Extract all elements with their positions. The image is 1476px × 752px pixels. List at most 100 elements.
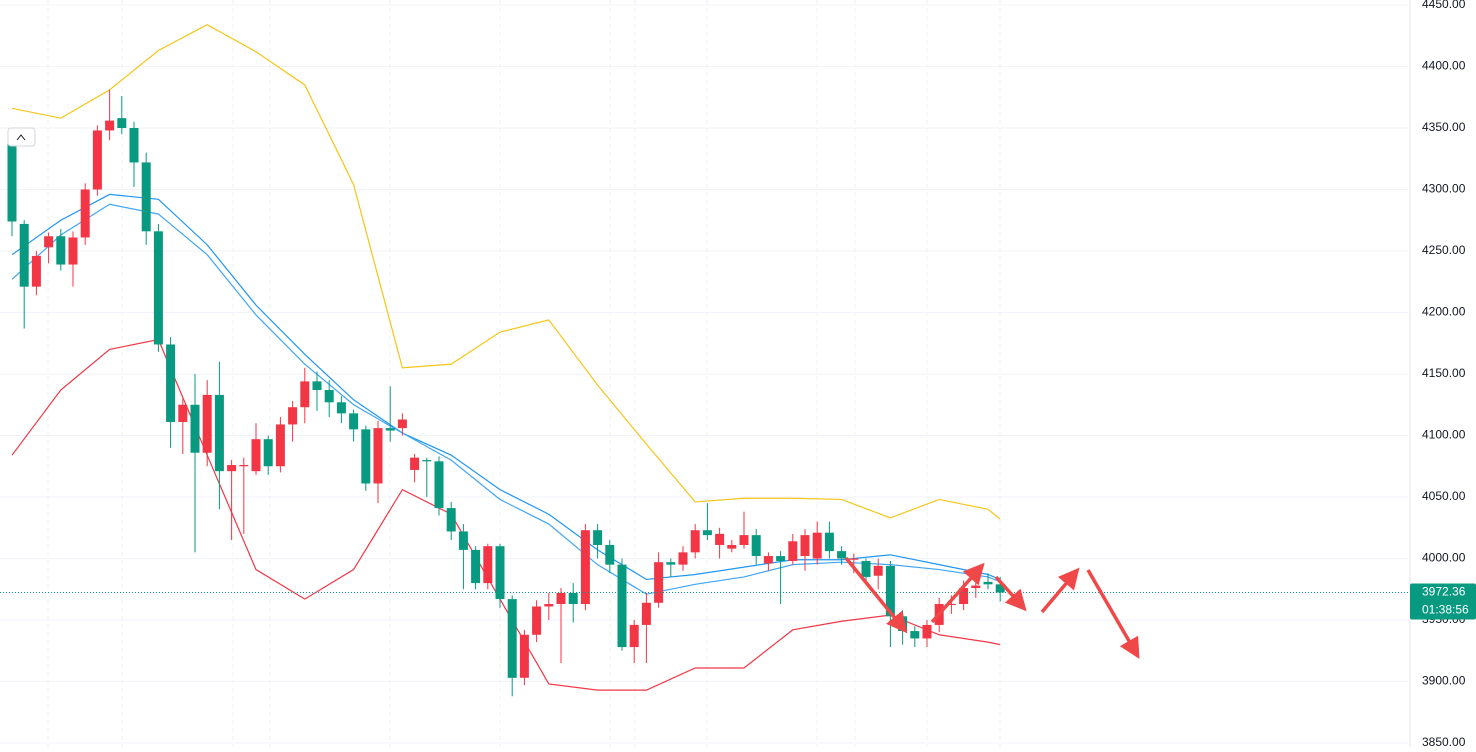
- candle-body: [312, 381, 322, 390]
- candle-body: [812, 532, 822, 559]
- candle-body: [532, 606, 542, 635]
- candle-body: [544, 604, 554, 607]
- candle-body: [849, 558, 859, 560]
- candle-body: [946, 604, 956, 606]
- y-tick-label: 4100.00: [1422, 428, 1466, 442]
- candle-body: [19, 223, 29, 287]
- y-tick-label: 4400.00: [1422, 59, 1466, 73]
- candle-body: [68, 237, 78, 265]
- candle-body: [824, 532, 834, 552]
- candle-body: [861, 560, 871, 577]
- candle-body: [214, 394, 224, 472]
- candle-body: [471, 549, 481, 584]
- candle-body: [788, 541, 798, 561]
- candle-body: [44, 236, 54, 248]
- candle-body: [873, 565, 883, 576]
- candle-body: [580, 530, 590, 605]
- last-price-box: [1410, 583, 1476, 620]
- candle-body: [715, 533, 725, 545]
- candle-body: [666, 562, 676, 565]
- candle-body: [629, 624, 639, 648]
- candle-body: [702, 530, 712, 536]
- candle-body: [190, 404, 200, 453]
- candle-body: [422, 460, 432, 462]
- candle-body: [568, 592, 578, 605]
- candle-body: [617, 564, 627, 648]
- drawn-arrows: [844, 556, 1140, 660]
- y-tick-label: 4000.00: [1422, 551, 1466, 565]
- candle-body: [800, 535, 810, 557]
- candle-body: [153, 231, 163, 345]
- candle-body: [263, 439, 273, 467]
- candle-body: [739, 535, 749, 545]
- y-tick-label: 4350.00: [1422, 120, 1466, 134]
- candle-body: [434, 461, 444, 509]
- candle-body: [995, 584, 1005, 593]
- indicator-line: [11, 338, 1001, 691]
- candle-body: [178, 404, 188, 422]
- y-tick-label: 4300.00: [1422, 182, 1466, 196]
- y-tick-label: 3850.00: [1422, 735, 1466, 747]
- candle-body: [373, 428, 383, 484]
- candle-body: [678, 552, 688, 565]
- candle-body: [239, 465, 249, 467]
- candle-body: [7, 140, 17, 222]
- y-tick-label: 3900.00: [1422, 674, 1466, 688]
- y-tick-label: 4250.00: [1422, 243, 1466, 257]
- candle-body: [922, 624, 932, 639]
- candle-body: [361, 429, 371, 484]
- indicator-line: [11, 23, 1001, 520]
- candle-body: [483, 546, 493, 584]
- countdown-label: 01:38:56: [1422, 603, 1469, 617]
- candle-body: [495, 546, 505, 600]
- candle-body: [202, 394, 212, 453]
- y-tick-label: 4450.00: [1422, 0, 1466, 11]
- candle-body: [446, 508, 456, 532]
- indicator-line: [11, 193, 1001, 581]
- candle-body: [336, 402, 346, 414]
- candle-body: [654, 562, 664, 603]
- y-tick-label: 4150.00: [1422, 366, 1466, 380]
- candle-body: [507, 599, 517, 678]
- candle-body: [959, 588, 969, 605]
- candle-body: [776, 556, 786, 561]
- candle-body: [56, 236, 66, 265]
- candle-body: [641, 602, 651, 625]
- candle-body: [324, 389, 334, 403]
- candle-body: [593, 530, 603, 545]
- candle-body: [385, 428, 395, 431]
- last-price-label: 3972.36: [1422, 585, 1466, 599]
- candle-body: [141, 162, 151, 232]
- candle-body: [410, 457, 420, 470]
- candle-body: [300, 381, 310, 408]
- candle-body: [166, 344, 176, 422]
- candle-body: [556, 592, 566, 605]
- candle-body: [105, 120, 115, 131]
- candle-body: [837, 551, 847, 559]
- candle-body: [275, 424, 285, 467]
- candle-body: [92, 130, 102, 190]
- candle-body: [727, 544, 737, 549]
- candle-body: [751, 535, 761, 557]
- candle-body: [885, 565, 895, 617]
- candle-body: [349, 413, 359, 430]
- candle-body: [519, 634, 529, 678]
- y-tick-label: 4200.00: [1422, 305, 1466, 319]
- candle-body: [251, 439, 261, 472]
- candle-body: [971, 585, 981, 589]
- candle-body: [605, 544, 615, 565]
- candle-body: [288, 407, 298, 425]
- candle-body: [690, 530, 700, 553]
- candle-body: [983, 581, 993, 585]
- candle-body: [117, 118, 127, 128]
- candle-body: [129, 128, 139, 163]
- candle-body: [910, 631, 920, 639]
- candle-body: [227, 465, 237, 472]
- candle-body: [31, 255, 41, 287]
- candle-body: [458, 531, 468, 550]
- candle-body: [80, 189, 90, 238]
- candle-body: [763, 556, 773, 564]
- collapse-button[interactable]: [7, 127, 36, 147]
- candle-body: [397, 419, 407, 429]
